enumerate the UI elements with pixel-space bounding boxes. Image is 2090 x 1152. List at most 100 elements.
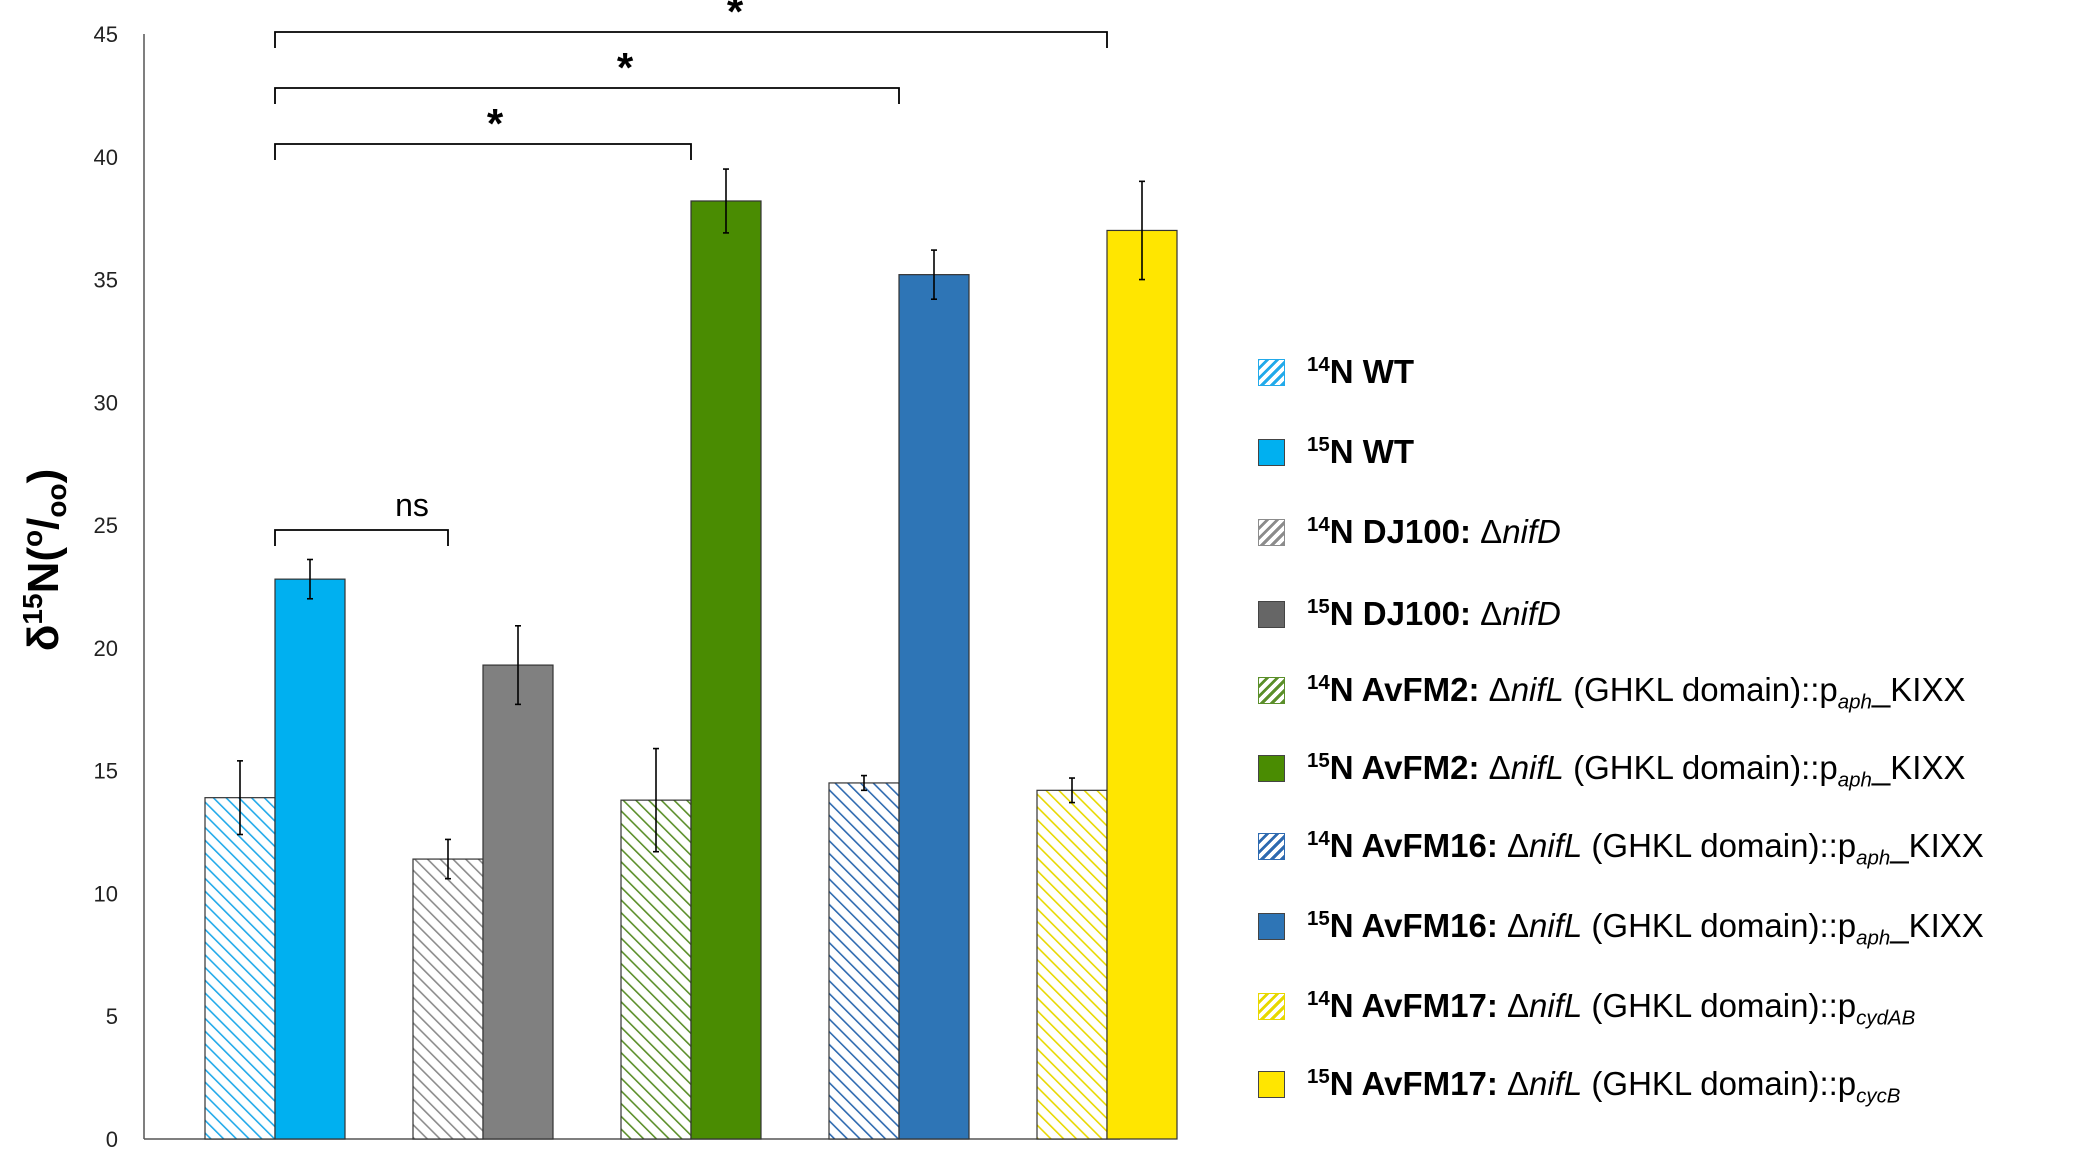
- bar: [620, 799, 692, 1140]
- y-axis-title: δ15N(o/oo): [17, 469, 72, 652]
- legend-isotope: 15: [1307, 595, 1330, 618]
- legend-delta: Δ: [1470, 595, 1503, 632]
- legend-tail: _KIXX: [1890, 907, 1984, 944]
- legend-label: 15N WT: [1307, 433, 1414, 471]
- bar: [898, 274, 970, 1140]
- bar: [828, 782, 900, 1140]
- legend-construct: (GHKL domain)::p: [1582, 1065, 1857, 1102]
- legend-isotope: 14: [1307, 827, 1330, 850]
- legend-item: 15N DJ100: ΔnifD: [1258, 594, 1561, 634]
- significance-label: ns: [395, 487, 429, 523]
- legend-isotope: 14: [1307, 513, 1330, 536]
- legend-item: 15N AvFM2: ΔnifL (GHKL domain)::paph_KIX…: [1258, 748, 1966, 790]
- bar: [204, 797, 276, 1140]
- legend-swatch: [1258, 438, 1285, 466]
- legend-gene: nifD: [1502, 595, 1561, 632]
- legend-promoter: cydAB: [1856, 1006, 1916, 1030]
- legend-strain: N WT: [1329, 353, 1415, 390]
- y-tick-label: 35: [94, 268, 118, 293]
- legend-strain: N DJ100:: [1329, 595, 1471, 632]
- legend-promoter: aph: [1837, 768, 1872, 792]
- significance-bracket: [274, 31, 1108, 48]
- legend-gene: nifD: [1502, 513, 1561, 550]
- legend-swatch: [1258, 1070, 1285, 1098]
- significance-bracket: [274, 529, 449, 546]
- bar: [482, 664, 554, 1140]
- bars: [204, 200, 1178, 1140]
- legend-gene: nifL: [1529, 827, 1583, 864]
- y-tick-label: 45: [94, 22, 118, 47]
- legend-swatch: [1258, 676, 1285, 704]
- legend-isotope: 15: [1307, 433, 1330, 456]
- bar: [412, 858, 484, 1140]
- y-ticks: 0 5 10 15 20 25 30 35 40 45: [94, 22, 118, 1152]
- legend-item: 15N AvFM16: ΔnifL (GHKL domain)::paph_KI…: [1258, 906, 1984, 948]
- legend-construct: (GHKL domain)::p: [1582, 987, 1857, 1024]
- legend-isotope: 14: [1307, 353, 1330, 376]
- legend-isotope: 14: [1307, 987, 1330, 1010]
- legend-isotope: 15: [1307, 749, 1330, 772]
- legend-strain: N DJ100:: [1329, 513, 1471, 550]
- legend-strain: N AvFM16:: [1329, 827, 1498, 864]
- legend-gene: nifL: [1529, 987, 1583, 1024]
- legend-label: 14N DJ100: ΔnifD: [1307, 513, 1561, 551]
- legend-promoter: aph: [1856, 926, 1891, 950]
- y-tick-label: 5: [106, 1004, 118, 1029]
- legend-delta: Δ: [1479, 749, 1511, 786]
- y-tick-label: 40: [94, 145, 118, 170]
- legend-isotope: 15: [1307, 907, 1330, 930]
- significance-brackets: ns * * *: [274, 0, 1108, 546]
- legend-gene: nifL: [1529, 1065, 1583, 1102]
- significance-label: *: [487, 100, 504, 147]
- significance-bracket: [274, 143, 692, 160]
- ylabel-close: ): [19, 469, 68, 484]
- legend-promoter: aph: [1837, 690, 1872, 714]
- legend-label: 14N AvFM2: ΔnifL (GHKL domain)::paph_KIX…: [1307, 671, 1965, 712]
- legend-strain: N AvFM17:: [1329, 987, 1498, 1024]
- legend-label: 15N DJ100: ΔnifD: [1307, 595, 1561, 633]
- legend-promoter: aph: [1856, 846, 1891, 870]
- legend-swatch: [1258, 358, 1285, 386]
- legend-isotope: 14: [1307, 671, 1330, 694]
- legend-label: 15N AvFM17: ΔnifL (GHKL domain)::pcycB: [1307, 1065, 1900, 1106]
- legend-label: 14N AvFM17: ΔnifL (GHKL domain)::pcydAB: [1307, 987, 1915, 1028]
- legend-item: 14N AvFM17: ΔnifL (GHKL domain)::pcydAB: [1258, 986, 1915, 1028]
- y-tick-label: 30: [94, 390, 118, 415]
- y-tick-label: 0: [106, 1127, 118, 1152]
- legend-item: 14N AvFM2: ΔnifL (GHKL domain)::paph_KIX…: [1258, 670, 1965, 712]
- legend-construct: (GHKL domain)::p: [1563, 749, 1838, 786]
- significance-bracket: [274, 87, 900, 104]
- legend-construct: (GHKL domain)::p: [1582, 907, 1857, 944]
- legend-strain: N AvFM16:: [1329, 907, 1498, 944]
- legend-gene: nifL: [1510, 671, 1564, 708]
- legend-label: 14N AvFM16: ΔnifL (GHKL domain)::paph_KI…: [1307, 827, 1984, 868]
- y-tick-label: 25: [94, 513, 118, 538]
- legend-construct: (GHKL domain)::p: [1563, 671, 1838, 708]
- legend-label: 15N AvFM16: ΔnifL (GHKL domain)::paph_KI…: [1307, 907, 1984, 948]
- legend-tail: _KIXX: [1871, 749, 1966, 786]
- legend-isotope: 15: [1307, 1065, 1330, 1088]
- legend-swatch: [1258, 518, 1285, 546]
- legend-strain: N WT: [1329, 433, 1415, 470]
- ylabel-sup: 15: [17, 593, 48, 624]
- legend-item: 15N WT: [1258, 432, 1414, 472]
- legend-delta: Δ: [1470, 513, 1503, 550]
- legend-construct: (GHKL domain)::p: [1582, 827, 1857, 864]
- y-tick-label: 10: [94, 881, 118, 906]
- legend-delta: Δ: [1497, 1065, 1530, 1102]
- legend-promoter: cycB: [1856, 1084, 1901, 1108]
- legend-swatch: [1258, 754, 1285, 782]
- legend-item: 14N WT: [1258, 352, 1414, 392]
- legend-label: 15N AvFM2: ΔnifL (GHKL domain)::paph_KIX…: [1307, 749, 1966, 790]
- legend-delta: Δ: [1497, 907, 1530, 944]
- error-bars: [237, 168, 1145, 880]
- svg-text:δ15N(o/oo): δ15N(o/oo): [17, 469, 72, 652]
- bar: [690, 200, 762, 1140]
- legend-strain: N AvFM2:: [1329, 671, 1480, 708]
- y-tick-label: 15: [94, 759, 118, 784]
- significance-label: *: [617, 44, 634, 91]
- legend-strain: N AvFM17:: [1329, 1065, 1498, 1102]
- legend-swatch: [1258, 912, 1285, 940]
- legend-swatch: [1258, 832, 1285, 860]
